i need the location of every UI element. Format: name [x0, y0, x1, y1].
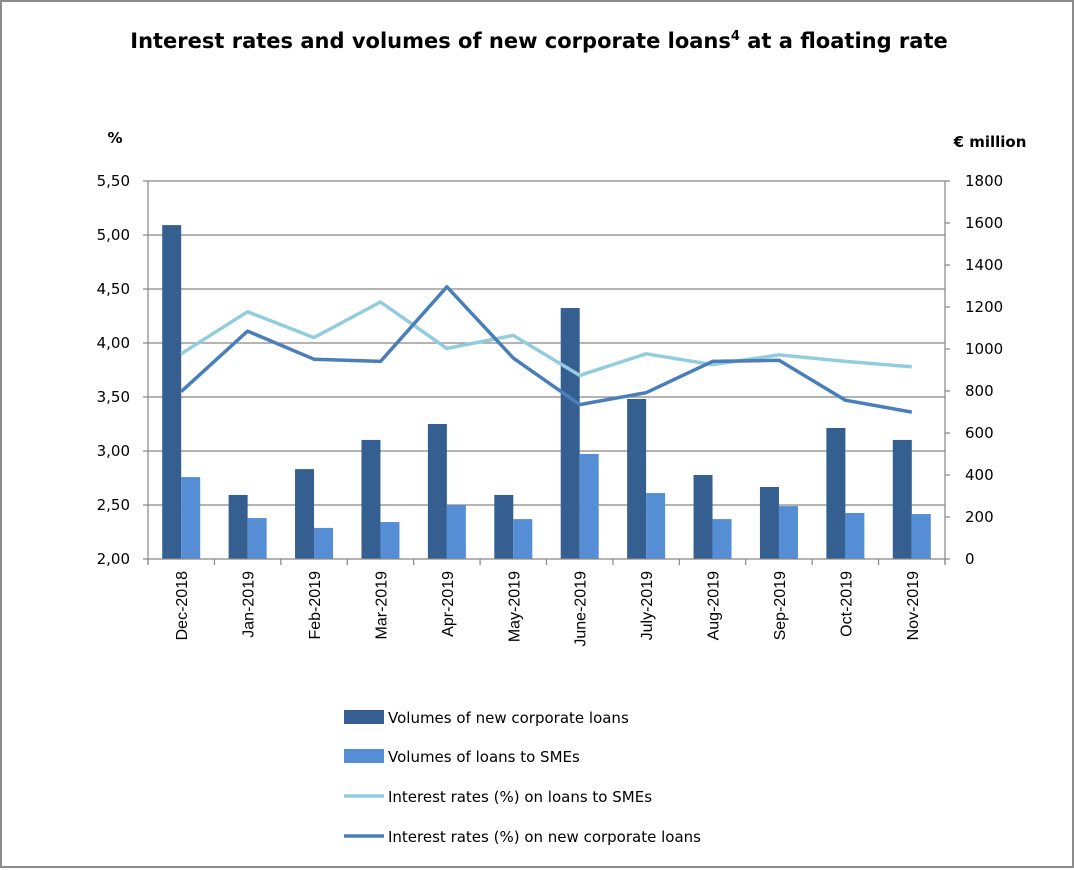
- bar-sme-volume: [446, 505, 466, 559]
- gridlines: [148, 180, 945, 506]
- right-tick-label: 0: [965, 550, 975, 568]
- category-label: Mar-2019: [373, 571, 390, 640]
- bar-corporate-volume: [361, 439, 381, 559]
- bar-corporate-volume: [162, 225, 182, 559]
- legend-item: Interest rates (%) on loans to SMEs: [344, 788, 652, 806]
- category-label: Jan-2019: [241, 571, 258, 638]
- bar-sme-volume: [646, 493, 666, 559]
- right-axis-title: € million: [953, 133, 1027, 151]
- right-tick-label: 200: [965, 508, 994, 526]
- left-tick-label: 5,50: [97, 172, 130, 190]
- bar-sme-volume: [579, 454, 599, 559]
- right-tick-label: 400: [965, 466, 994, 484]
- bar-corporate-volume: [759, 486, 779, 559]
- legend-item: Volumes of loans to SMEs: [344, 748, 580, 766]
- legend-label: Interest rates (%) on new corporate loan…: [388, 828, 701, 846]
- legend: Volumes of new corporate loans Volumes of…: [344, 709, 701, 846]
- category-label: July-2019: [639, 571, 656, 640]
- chart-title-superscript: 4: [731, 29, 740, 44]
- right-tick-label: 600: [965, 424, 994, 442]
- legend-swatch-bar: [344, 749, 384, 763]
- right-tick-label: 800: [965, 382, 994, 400]
- left-tick-label: 3,50: [97, 388, 130, 406]
- legend-item: Interest rates (%) on new corporate loan…: [344, 828, 701, 846]
- left-tick-label: 5,00: [97, 226, 130, 244]
- category-labels: Dec-2018 Jan-2019 Feb-2019 Mar-2019 Apr-2019…: [174, 571, 922, 647]
- category-label: Apr-2019: [440, 571, 457, 637]
- category-label: May-2019: [506, 571, 523, 642]
- right-tick-label: 1000: [965, 340, 1003, 358]
- bar-sme-volume: [845, 513, 865, 559]
- left-tick-label: 3,00: [97, 442, 130, 460]
- line-sme-rate: [180, 300, 912, 378]
- legend-swatch-bar: [344, 710, 384, 724]
- bar-corporate-volume: [826, 427, 846, 559]
- chart-title-main: Interest rates and volumes of new corpor…: [130, 29, 731, 53]
- legend-label: Volumes of loans to SMEs: [388, 748, 580, 766]
- bar-corporate-volume: [228, 494, 248, 559]
- axes: [143, 180, 950, 565]
- bar-corporate-volume: [892, 439, 912, 559]
- bar-sme-volume: [247, 518, 267, 559]
- line-corporate-rate: [180, 285, 913, 414]
- bar-sme-volume: [314, 527, 334, 559]
- bar-corporate-volume: [494, 494, 514, 559]
- category-label: June-2019: [573, 571, 590, 647]
- bar-corporate-volume: [427, 423, 447, 559]
- bar-corporate-volume: [627, 398, 647, 559]
- bars: [162, 225, 931, 559]
- category-label: Nov-2019: [905, 571, 922, 640]
- bar-corporate-volume: [560, 308, 580, 559]
- bar-sme-volume: [778, 506, 798, 559]
- right-tick-labels: 0 200 400 600 800 1000 1200 1400 1600 1800: [965, 172, 1003, 568]
- legend-label: Interest rates (%) on loans to SMEs: [388, 788, 652, 806]
- right-tick-label: 1200: [965, 298, 1003, 316]
- category-label: Sep-2019: [772, 571, 789, 640]
- bar-corporate-volume: [693, 475, 713, 559]
- chart-title: Interest rates and volumes of new corpor…: [130, 29, 948, 53]
- chart-title-suffix: at a floating rate: [740, 29, 948, 53]
- category-label: Oct-2019: [838, 571, 855, 637]
- legend-label: Volumes of new corporate loans: [388, 709, 629, 727]
- category-label: Aug-2019: [706, 571, 723, 640]
- bar-sme-volume: [181, 477, 201, 559]
- bar-sme-volume: [911, 514, 931, 559]
- category-label: Dec-2018: [174, 571, 191, 640]
- left-tick-label: 4,00: [97, 334, 130, 352]
- left-axis-title: %: [107, 129, 122, 147]
- right-tick-label: 1600: [965, 214, 1003, 232]
- bar-sme-volume: [380, 522, 400, 559]
- left-tick-label: 2,00: [97, 550, 130, 568]
- right-tick-label: 1800: [965, 172, 1003, 190]
- left-tick-label: 4,50: [97, 280, 130, 298]
- right-tick-label: 1400: [965, 256, 1003, 274]
- lines: [180, 285, 913, 414]
- left-tick-label: 2,50: [97, 496, 130, 514]
- bar-sme-volume: [513, 519, 533, 559]
- bar-sme-volume: [712, 519, 732, 559]
- bar-corporate-volume: [295, 469, 315, 559]
- legend-item: Volumes of new corporate loans: [344, 709, 629, 727]
- category-label: Feb-2019: [307, 571, 324, 640]
- left-tick-labels: 2,00 2,50 3,00 3,50 4,00 4,50 5,00 5,50: [97, 172, 130, 568]
